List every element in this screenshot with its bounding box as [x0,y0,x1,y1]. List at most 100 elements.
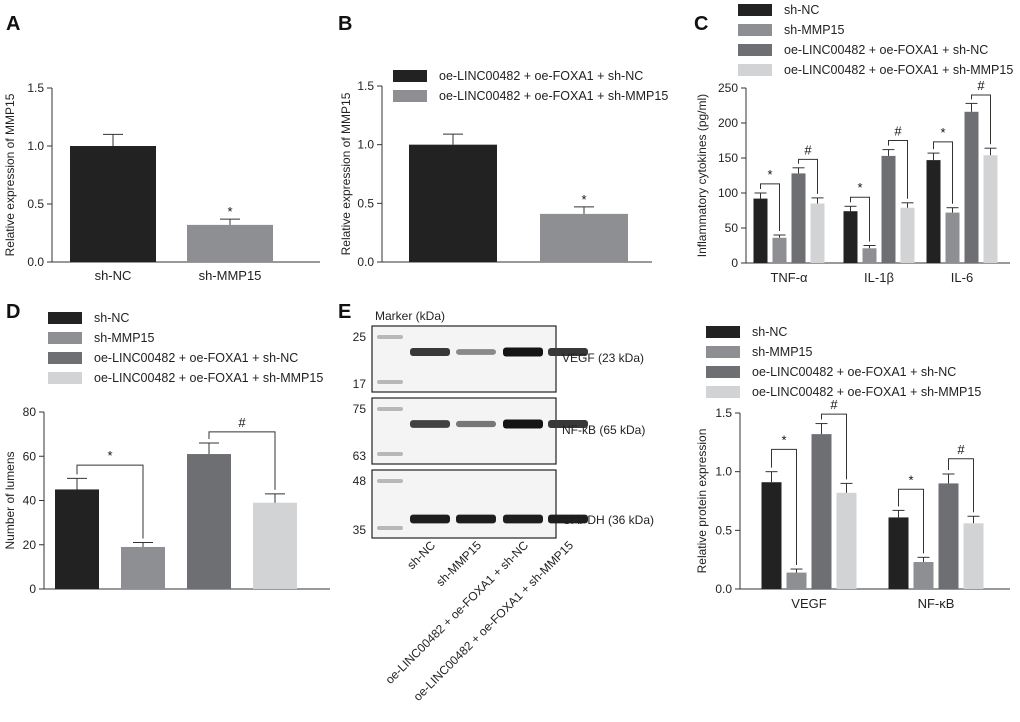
blot-band [503,419,543,429]
significance-label: * [227,204,232,219]
y-axis-label: Relative expression of MMP15 [3,93,17,256]
bar [253,502,297,589]
y-tick-label: 1.5 [27,81,44,95]
y-tick-label: 50 [725,221,739,235]
y-tick-label: 0.5 [715,523,732,537]
bar [811,434,832,589]
bar [888,517,909,589]
y-tick-label: 0.0 [715,582,732,596]
y-tick-label: 40 [23,494,37,508]
bar [926,160,941,263]
legend-swatch [706,386,740,398]
significance-label: # [894,124,902,139]
significance-label: # [238,415,246,430]
legend-label: sh-NC [94,311,129,325]
ladder-band [377,407,403,411]
legend-swatch [738,24,772,36]
legend-label: sh-MMP15 [752,345,812,359]
significance-label: * [767,167,772,182]
y-tick-label: 1.0 [715,465,732,479]
x-tick-label: IL-6 [951,270,973,285]
legend-label: oe-LINC00482 + oe-FOXA1 + sh-NC [94,351,298,365]
x-tick-label: TNF-α [770,270,808,285]
significance-label: # [804,142,812,157]
panel-letter-e: E [338,301,351,323]
legend-label: oe-LINC00482 + oe-FOXA1 + sh-NC [784,43,988,57]
y-tick-label: 0.5 [357,196,374,210]
legend-label: oe-LINC00482 + oe-FOXA1 + sh-MMP15 [439,89,668,103]
legend-swatch [48,352,82,364]
blot-band [548,420,588,428]
legend-swatch [738,4,772,16]
legend-swatch [393,90,427,102]
bar [983,155,998,263]
bar [836,492,857,589]
blot-band [503,347,543,357]
bar [409,144,497,262]
bar [938,483,959,589]
significance-label: * [857,180,862,195]
blot-row-label: NF-κB (65 kDa) [562,423,645,437]
blot-row-label: GAPDH (36 kDa) [562,513,654,527]
y-tick-label: 1.5 [357,79,374,93]
y-axis-label: Relative protein expression [695,429,709,574]
ladder-band [377,380,403,384]
significance-label: # [957,442,965,457]
chart-e-protein: 0.0 0.5 1.0 1.5 Relative protein expression V… [695,325,1010,611]
blot-band [410,514,450,524]
y-tick-label: 0.5 [27,197,44,211]
significance-bracket [850,196,870,242]
legend-label: sh-MMP15 [784,23,844,37]
marker-value: 25 [353,330,367,344]
western-blot: Marker (kDa) 25 17 VEGF (23 kDa) 75 63 NF-κB (… [353,309,654,704]
bar [900,207,915,263]
y-tick-label: 20 [23,538,37,552]
significance-bracket [798,158,818,194]
chart-a: 0.0 0.5 1.0 1.5 Relative expression of MMP15… [3,81,320,283]
marker-value: 17 [353,377,367,391]
significance-label: * [781,432,786,447]
legend-swatch [738,44,772,56]
bar [963,523,984,589]
blot-band [456,349,496,355]
y-axis-label: Number of lumens [3,451,17,549]
blot-band [456,420,496,428]
significance-bracket [821,413,847,480]
y-tick-label: 80 [23,405,37,419]
y-tick-label: 250 [718,81,738,95]
bar [55,489,99,589]
legend-swatch [706,346,740,358]
panel-letter-b: B [338,13,352,35]
blot-band [410,420,450,428]
legend-swatch [48,312,82,324]
bar [964,111,979,263]
legend-label: oe-LINC00482 + oe-FOXA1 + sh-MMP15 [752,385,981,399]
bar [786,572,807,589]
significance-label: # [977,78,985,93]
y-tick-label: 60 [23,449,37,463]
marker-value: 75 [353,402,367,416]
legend-swatch [706,366,740,378]
legend-swatch [393,70,427,82]
x-tick-label: NF-κB [918,596,955,611]
bar [761,482,782,589]
ladder-band [377,526,403,530]
bar [753,198,768,263]
legend-label: oe-LINC00482 + oe-FOXA1 + sh-NC [439,69,643,83]
panel-letter-d: D [6,301,20,323]
significance-bracket [208,431,276,490]
significance-label: * [908,472,913,487]
y-tick-label: 1.0 [357,138,374,152]
bar [913,562,934,589]
bar [187,454,231,589]
blot-band [503,514,543,524]
significance-bracket [898,488,924,554]
bar [881,155,896,263]
legend-swatch [48,372,82,384]
y-tick-label: 100 [718,186,738,200]
blot-band [548,514,588,524]
y-tick-label: 0.0 [27,255,44,269]
blot-row-label: VEGF (23 kDa) [562,351,644,365]
y-tick-label: 0 [731,256,738,270]
